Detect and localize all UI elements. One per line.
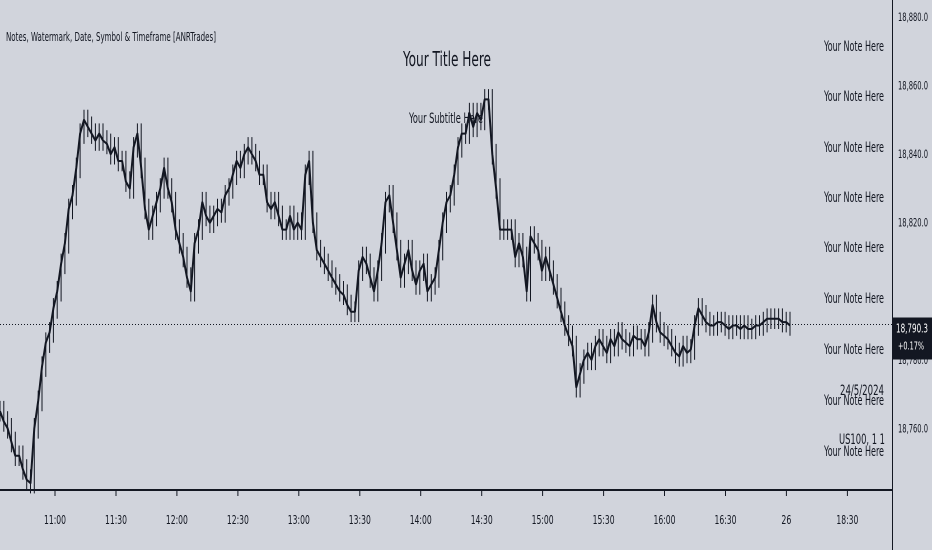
current-price-change: +0.17% xyxy=(898,340,924,353)
y-tick-label: 18,820.0 xyxy=(898,216,928,230)
x-tick-label: 11:30 xyxy=(105,513,127,527)
y-tick-label: 18,840.0 xyxy=(898,147,928,161)
x-tick-label: 16:00 xyxy=(654,513,676,527)
price-series xyxy=(0,89,791,494)
note-text: Your Note Here xyxy=(823,190,884,206)
current-price-value: 18,790.3 xyxy=(896,322,928,336)
watermark-date: 24/5/2024 xyxy=(840,383,884,399)
note-text: Your Note Here xyxy=(823,89,884,105)
series-line xyxy=(0,98,791,485)
indicator-label: Notes, Watermark, Date, Symbol & Timefra… xyxy=(6,29,216,44)
x-tick-label: 15:00 xyxy=(532,513,554,527)
note-text: Your Note Here xyxy=(823,291,884,307)
note-text: Your Note Here xyxy=(823,140,884,156)
x-tick-label: 26 xyxy=(781,513,791,527)
x-tick-label: 11:00 xyxy=(44,513,66,527)
note-text: Your Note Here xyxy=(823,39,884,55)
y-tick-label: 18,760.0 xyxy=(898,421,928,435)
current-price-label: 18,790.3 +0.17% xyxy=(893,317,932,360)
watermark-symbol: US100, 1 1 xyxy=(839,432,885,448)
note-text: Your Note Here xyxy=(823,342,884,358)
notes-column: Your Note Here Your Note Here Your Note … xyxy=(823,39,884,460)
x-tick-label: 14:30 xyxy=(471,513,493,527)
x-tick-label: 16:30 xyxy=(715,513,737,527)
note-text: Your Note Here xyxy=(823,240,884,256)
x-tick-label: 18:30 xyxy=(836,513,858,527)
x-axis[interactable]: 11:00 11:30 12:00 12:30 13:00 13:30 14:00 14:30… xyxy=(44,491,858,527)
y-axis[interactable]: 18,880.018,860.018,840.018,820.018,780.0… xyxy=(898,10,928,435)
chart-title: Your Title Here xyxy=(402,47,491,71)
x-tick-label: 13:30 xyxy=(349,513,371,527)
note-text: Your Note Here xyxy=(823,444,884,460)
y-tick-label: 18,880.0 xyxy=(898,10,928,24)
x-tick-label: 14:00 xyxy=(410,513,432,527)
x-tick-label: 15:30 xyxy=(593,513,615,527)
y-tick-label: 18,860.0 xyxy=(898,79,928,93)
note-text: Your Note Here xyxy=(823,393,884,409)
x-tick-label: 12:00 xyxy=(166,513,188,527)
current-price-badge xyxy=(893,317,932,360)
x-tick-label: 12:30 xyxy=(227,513,249,527)
x-tick-label: 13:00 xyxy=(288,513,310,527)
chart-subtitle: Your Subtitle Here xyxy=(408,111,483,127)
